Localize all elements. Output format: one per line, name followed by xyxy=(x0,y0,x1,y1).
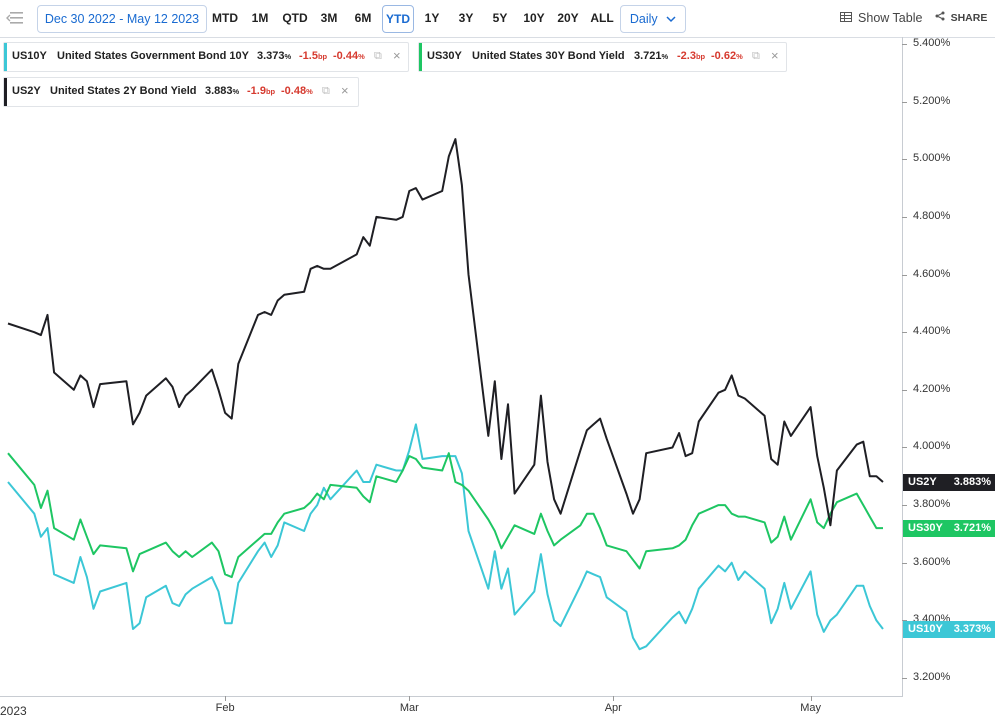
legend-change: -1.5bp xyxy=(299,50,328,62)
date-range-button[interactable]: Dec 30 2022 - May 12 2023 xyxy=(37,5,207,33)
x-tick-mark xyxy=(810,696,812,701)
badge-symbol: US2Y xyxy=(908,475,937,488)
interval-select[interactable]: Daily xyxy=(620,5,686,33)
stack-icon[interactable]: ⧉ xyxy=(322,85,330,97)
stack-icon[interactable]: ⧉ xyxy=(752,50,760,62)
legend-pct: -0.62% xyxy=(711,50,743,62)
x-tick-label: Apr xyxy=(604,702,622,714)
y-tick-label: 5.200% xyxy=(913,94,951,107)
y-tick-label: 3.600% xyxy=(913,555,951,568)
x-tick-label: Mar xyxy=(399,702,419,714)
stack-icon[interactable]: ⧉ xyxy=(374,50,382,62)
last-value-badge-us30y: US30Y 3.721% xyxy=(903,519,995,537)
share-icon xyxy=(935,11,945,21)
collapse-menu-icon[interactable] xyxy=(6,10,24,26)
interval-label: Daily xyxy=(629,12,658,26)
legend-us2y[interactable]: US2Y United States 2Y Bond Yield 3.883% … xyxy=(3,77,359,107)
period-10y[interactable]: 10Y xyxy=(523,11,545,25)
period-mtd[interactable]: MTD xyxy=(212,11,238,25)
show-table-label: Show Table xyxy=(858,11,923,25)
legend-us30y[interactable]: US30Y United States 30Y Bond Yield 3.721… xyxy=(418,42,787,72)
chevron-down-icon xyxy=(666,16,676,23)
table-icon xyxy=(839,12,852,22)
badge-value: 3.883% xyxy=(953,475,991,488)
share-button[interactable]: SHARE xyxy=(933,5,989,31)
legend-value: 3.883% xyxy=(205,85,240,97)
show-table-button[interactable]: Show Table xyxy=(838,5,924,31)
legend-name: United States Government Bond 10Y xyxy=(57,50,249,62)
legend-symbol: US2Y xyxy=(12,85,41,97)
y-tick-label: 4.400% xyxy=(913,325,951,338)
y-tick-mark xyxy=(902,332,907,334)
period-20y[interactable]: 20Y xyxy=(557,11,579,25)
period-1y[interactable]: 1Y xyxy=(424,11,440,25)
y-tick-mark xyxy=(902,389,907,391)
y-tick-label: 4.000% xyxy=(913,440,951,453)
y-tick-label: 3.800% xyxy=(913,498,951,511)
legend-name: United States 2Y Bond Yield xyxy=(50,85,197,97)
y-tick-label: 4.800% xyxy=(913,209,951,222)
badge-symbol: US30Y xyxy=(908,521,943,534)
y-tick-mark xyxy=(902,44,907,45)
legend-name: United States 30Y Bond Yield xyxy=(472,50,625,62)
year-label: 2023 xyxy=(0,704,27,718)
x-tick-mark xyxy=(613,696,615,701)
y-tick-mark xyxy=(902,101,907,103)
last-value-badge-us10y: US10Y 3.373% xyxy=(903,620,995,638)
period-1m[interactable]: 1M xyxy=(251,11,269,25)
x-tick-mark xyxy=(409,696,411,701)
y-tick-mark xyxy=(902,216,907,218)
y-tick-mark xyxy=(902,562,907,564)
series-line-us30y[interactable] xyxy=(7,452,883,579)
period-all[interactable]: ALL xyxy=(590,11,614,25)
y-tick-mark xyxy=(902,274,907,276)
legend-us10y[interactable]: US10Y United States Government Bond 10Y … xyxy=(3,42,409,72)
badge-value: 3.721% xyxy=(953,521,991,534)
y-tick-label: 5.400% xyxy=(913,37,951,49)
y-tick-label: 4.600% xyxy=(913,267,951,280)
period-6m[interactable]: 6M xyxy=(354,11,372,25)
share-label: SHARE xyxy=(950,12,988,24)
period-3y[interactable]: 3Y xyxy=(458,11,474,25)
close-icon[interactable]: × xyxy=(771,48,779,63)
x-tick-label: Feb xyxy=(215,702,235,714)
x-tick-mark xyxy=(225,696,227,701)
close-icon[interactable]: × xyxy=(393,48,401,63)
y-tick-mark xyxy=(902,678,907,679)
legend-pct: -0.44% xyxy=(333,50,365,62)
series-line-us10y[interactable] xyxy=(7,423,884,651)
toolbar: Dec 30 2022 - May 12 2023 MTD 1M QTD 3M … xyxy=(0,0,995,38)
series-line-us2y[interactable] xyxy=(7,138,884,527)
period-qtd[interactable]: QTD xyxy=(282,11,308,25)
legend-change: -2.3bp xyxy=(677,50,706,62)
y-tick-label: 3.200% xyxy=(913,671,951,683)
y-tick-mark xyxy=(902,159,907,161)
badge-value: 3.373% xyxy=(953,622,991,635)
y-tick-label: 5.000% xyxy=(913,152,951,165)
period-ytd[interactable]: YTD xyxy=(382,5,414,33)
x-axis-line xyxy=(0,696,902,697)
legend-change: -1.9bp xyxy=(247,85,276,97)
legend-symbol: US30Y xyxy=(427,50,462,62)
badge-symbol: US10Y xyxy=(908,622,943,635)
y-axis-line xyxy=(902,37,903,697)
legend-value: 3.373% xyxy=(257,50,292,62)
period-3m[interactable]: 3M xyxy=(320,11,338,25)
y-tick-mark xyxy=(902,505,907,507)
legend-value: 3.721% xyxy=(634,50,669,62)
legend-symbol: US10Y xyxy=(12,50,47,62)
period-5y[interactable]: 5Y xyxy=(492,11,508,25)
y-tick-mark xyxy=(902,447,907,449)
legend-pct: -0.48% xyxy=(281,85,313,97)
close-icon[interactable]: × xyxy=(341,83,349,98)
x-tick-label: May xyxy=(800,702,822,714)
y-tick-label: 4.200% xyxy=(913,382,951,395)
last-value-badge-us2y: US2Y 3.883% xyxy=(903,473,995,491)
